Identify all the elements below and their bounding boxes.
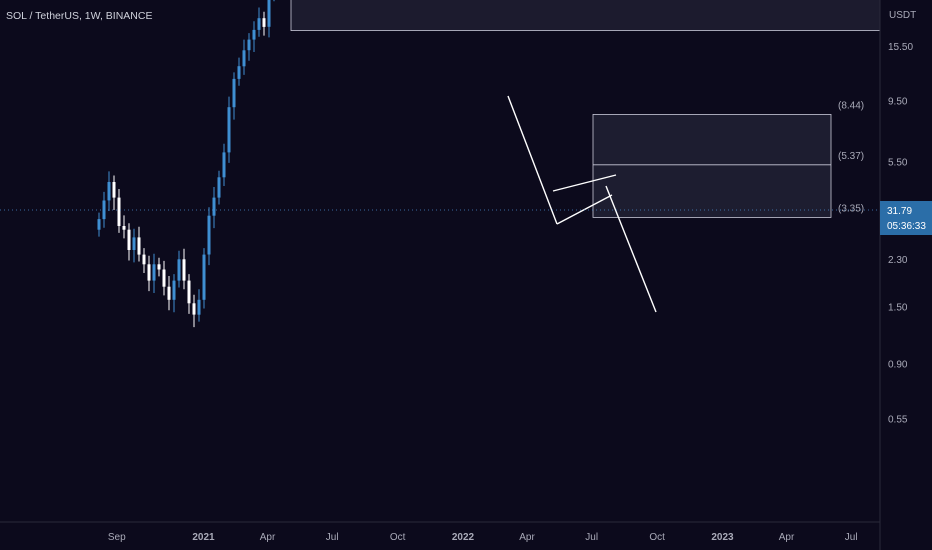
candle-up [252, 29, 256, 40]
candle-down [127, 229, 131, 250]
x-tick-label: Jul [845, 532, 858, 543]
time-axis[interactable]: Sep 2021 Apr Jul Oct 2022 Apr Jul Oct 2023 Apr Jul [108, 532, 858, 543]
candle-down [162, 269, 166, 287]
candle-up [242, 50, 246, 67]
x-tick-label: Jul [326, 532, 339, 543]
candle-down [167, 286, 171, 300]
candle-up [202, 254, 206, 300]
candle-up [197, 299, 201, 315]
candle-up [227, 107, 231, 153]
candle-up [152, 264, 156, 281]
y-tick-label: 9.50 [888, 97, 908, 108]
x-tick-label: 2021 [192, 532, 215, 543]
candle-up [97, 219, 101, 230]
trend-line [507, 95, 558, 225]
candle-up [172, 280, 176, 300]
y-tick-label: 0.55 [888, 414, 908, 425]
candle-down [137, 237, 141, 255]
trend-line [552, 174, 617, 192]
candle-down [262, 18, 266, 27]
x-tick-label: 2022 [452, 532, 475, 543]
candle-up [107, 182, 111, 201]
candle-up [232, 78, 236, 108]
level-label: (8.44) [838, 100, 864, 111]
x-tick-label: Oct [390, 532, 406, 543]
candle-down [117, 197, 121, 226]
price-badge: 31.79 05:36:33 [880, 201, 932, 235]
candle-up [217, 177, 221, 198]
candle-down [157, 264, 161, 270]
price-badge-price: 31.79 [887, 206, 912, 217]
y-tick-label: 15.50 [888, 42, 913, 53]
candle-up [257, 18, 261, 30]
level-labels: (8.44) (5.37) (3.35) [838, 100, 864, 214]
candle-up [132, 237, 136, 250]
x-tick-label: Sep [108, 532, 126, 543]
trend-line [605, 185, 657, 313]
candle-up [237, 66, 241, 79]
candle-up [212, 197, 216, 216]
candle-up [267, 0, 271, 27]
candle-down [147, 264, 151, 281]
support-zone [290, 0, 881, 32]
candle-up [177, 259, 181, 281]
candle-up [222, 152, 226, 178]
price-badge-box [880, 201, 932, 235]
candle-down [142, 254, 146, 265]
currency-label: USDT [889, 10, 916, 21]
x-tick-label: Apr [260, 532, 276, 543]
candle-up [207, 215, 211, 255]
candle-down [182, 259, 186, 281]
x-tick-label: Oct [649, 532, 665, 543]
candle-down [112, 182, 116, 198]
candle-up [247, 39, 251, 51]
zones-layer [290, 0, 881, 218]
candle-down [187, 280, 191, 304]
candle-down [122, 226, 126, 230]
x-tick-label: 2023 [711, 532, 734, 543]
trend-line [556, 194, 613, 225]
level-label: (5.37) [838, 151, 864, 162]
y-tick-label: 2.30 [888, 255, 908, 266]
y-tick-label: 1.50 [888, 303, 908, 314]
level-label: (3.35) [838, 203, 864, 214]
y-tick-label: 5.50 [888, 158, 908, 169]
x-tick-label: Apr [779, 532, 795, 543]
x-tick-label: Apr [519, 532, 535, 543]
candle-down [192, 303, 196, 315]
price-badge-countdown: 05:36:33 [887, 221, 926, 232]
x-tick-label: Jul [585, 532, 598, 543]
chart-title: SOL / TetherUS, 1W, BINANCE [6, 10, 152, 22]
drawings-layer [507, 95, 657, 313]
projection-zone [592, 114, 832, 218]
y-tick-label: 0.90 [888, 359, 908, 370]
